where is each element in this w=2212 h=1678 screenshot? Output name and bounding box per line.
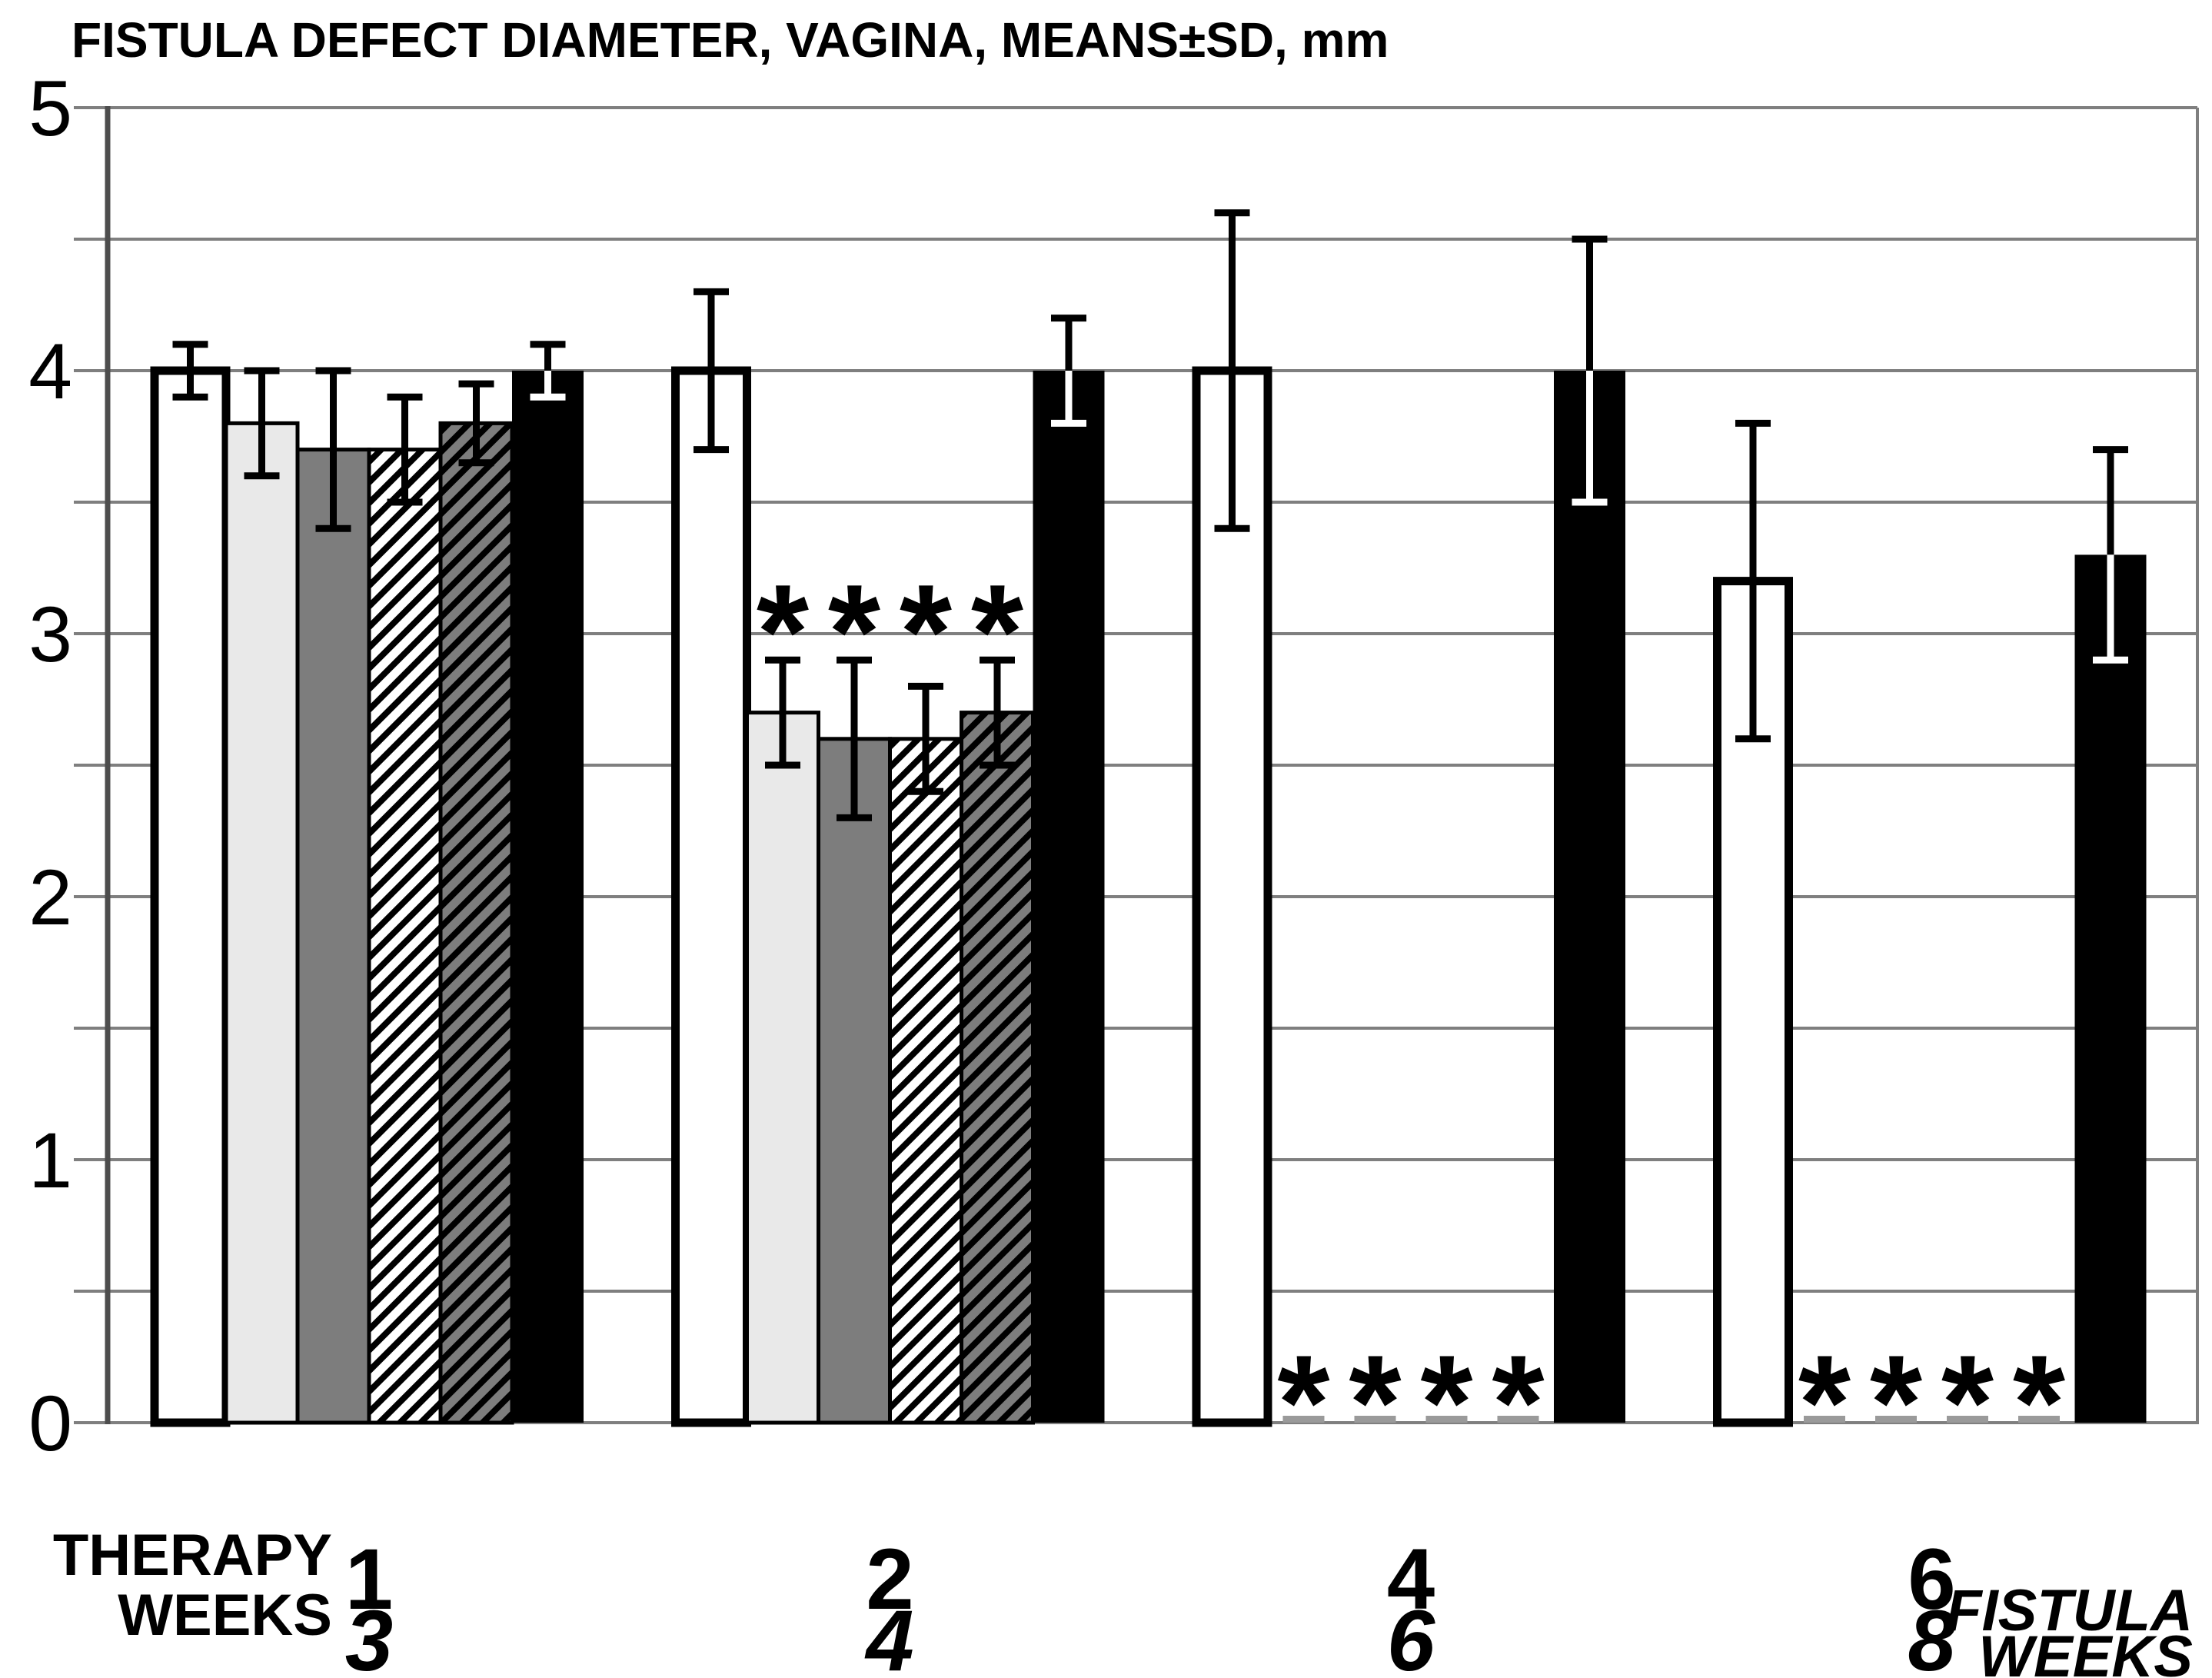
light-hatch-bar	[888, 737, 963, 1425]
y-axis-tick-label: 1	[28, 1117, 72, 1204]
fistula-weeks-value: 4	[864, 1593, 913, 1678]
y-axis-tick-label: 2	[28, 854, 72, 941]
significance-asterisk: *	[900, 558, 952, 707]
therapy-weeks-label-line2: WEEKS	[118, 1583, 332, 1648]
fistula-weeks-label-line2: WEEKS	[1978, 1624, 2193, 1678]
zero-value-dash	[1947, 1416, 1988, 1423]
light-hatch-bar	[367, 448, 443, 1425]
significance-asterisks: * * * ** * * * * * * *	[757, 558, 2065, 1478]
zero-value-dash	[2018, 1416, 2060, 1423]
y-axis-tick-label: 4	[28, 328, 72, 415]
therapy-weeks-label-line1: THERAPY	[53, 1523, 332, 1588]
chart-title: FISTULA DEFECT DIAMETER, VAGINA, MEANS±S…	[72, 12, 1389, 68]
therapy-weeks-value: 1	[345, 1531, 393, 1627]
black-bar	[1554, 371, 1625, 1423]
dark-gray-bar	[295, 448, 371, 1425]
axis-frame	[105, 106, 2199, 1424]
zero-value-dash	[1497, 1416, 1539, 1423]
significance-asterisk: *	[1349, 1328, 1401, 1478]
black-bar	[1033, 371, 1105, 1423]
black-bar	[512, 371, 584, 1423]
y-axis-tick-label: 5	[28, 65, 72, 152]
fistula-weeks-label-line1: FISTULA	[1946, 1578, 2193, 1643]
dark-gray-bar	[817, 737, 892, 1425]
light-gray-bar	[224, 421, 300, 1425]
error-bars	[172, 209, 2128, 821]
fistula-weeks-value: 3	[345, 1593, 393, 1678]
y-axis-tick-label: 3	[28, 591, 72, 678]
white-bar	[671, 366, 751, 1427]
significance-asterisk: *	[1798, 1328, 1851, 1478]
dark-hatch-bar	[960, 711, 1035, 1425]
white-bar	[150, 366, 231, 1427]
significance-asterisk: *	[757, 558, 809, 707]
zero-value-dash	[1425, 1416, 1468, 1423]
dark-hatch-bar	[438, 421, 514, 1425]
black-bar	[2074, 554, 2147, 1423]
significance-asterisk: *	[1492, 1328, 1544, 1478]
significance-asterisk: *	[1420, 1328, 1472, 1478]
significance-asterisk: *	[1277, 1328, 1329, 1478]
therapy-weeks-value: 4	[1387, 1531, 1435, 1627]
therapy-weeks-value: 6	[1908, 1531, 1955, 1627]
significance-asterisk: *	[1870, 1328, 1922, 1478]
zero-value-dash	[1354, 1416, 1396, 1423]
y-axis-labels: 0 1 2 3 4 5	[28, 65, 72, 1467]
fistula-weeks-value: 6	[1387, 1593, 1435, 1678]
fistula-weeks-value: 8	[1908, 1593, 1956, 1678]
zero-value-dash	[1804, 1416, 1845, 1423]
y-axis-tick-label: 0	[28, 1380, 72, 1467]
light-gray-bar	[745, 711, 820, 1425]
therapy-weeks-value: 2	[866, 1531, 913, 1627]
significance-asterisk: *	[2013, 1328, 2065, 1478]
zero-value-dash	[1875, 1416, 1917, 1423]
significance-asterisk: *	[1941, 1328, 1994, 1478]
zero-value-dash	[1282, 1416, 1325, 1423]
significance-asterisk: *	[971, 558, 1023, 707]
significance-asterisk: *	[828, 558, 880, 707]
bars	[150, 366, 2147, 1427]
